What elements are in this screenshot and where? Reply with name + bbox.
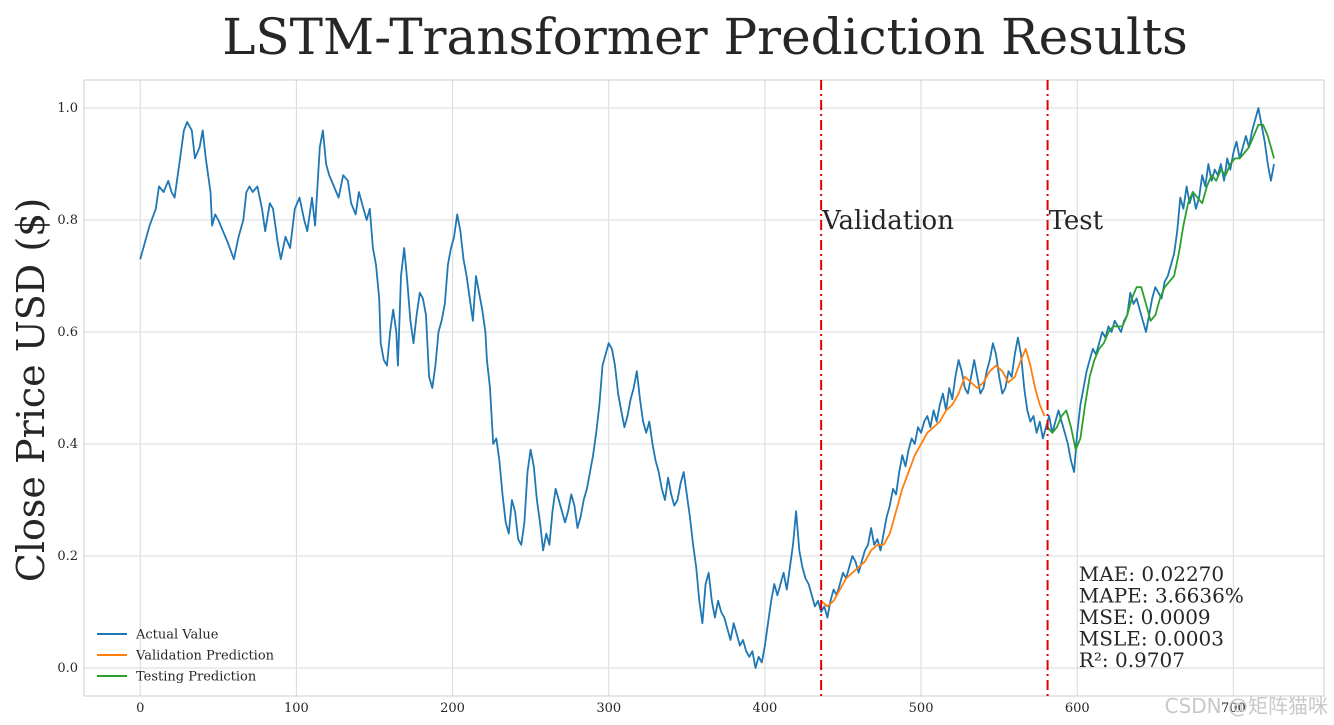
series-line-1 — [820, 347, 1046, 608]
legend-label: Actual Value — [135, 628, 219, 643]
metric-line: MSLE: 0.0003 — [1079, 627, 1224, 651]
chart-title: LSTM-Transformer Prediction Results — [222, 8, 1188, 66]
series-layer — [139, 107, 1275, 669]
metric-line: MAE: 0.02270 — [1079, 562, 1224, 586]
watermark-text: CSDN @矩阵猫咪 — [1164, 694, 1328, 718]
y-tick-label: 0.0 — [57, 661, 78, 676]
split-label-0: Validation — [821, 206, 954, 236]
metric-line: MAPE: 3.6636% — [1079, 584, 1244, 608]
metric-line: R²: 0.9707 — [1079, 648, 1185, 672]
series-line-0 — [139, 107, 1275, 669]
legend-label: Validation Prediction — [135, 649, 275, 664]
x-tick-label: 400 — [752, 701, 777, 716]
x-tick-label: 300 — [596, 701, 621, 716]
y-tick-label: 1.0 — [57, 101, 78, 116]
y-tick-label: 0.2 — [57, 549, 78, 564]
x-axis-ticks: 0 100 200 300 400 500 600 700 — [136, 701, 1246, 716]
metric-line: MSE: 0.0009 — [1079, 605, 1211, 629]
y-tick-label: 0.6 — [57, 325, 78, 340]
x-tick-label: 100 — [284, 701, 309, 716]
y-tick-label: 0.4 — [57, 437, 78, 452]
legend-label: Testing Prediction — [136, 670, 257, 685]
grid-lines — [84, 80, 1324, 696]
y-tick-label: 0.8 — [57, 213, 78, 228]
split-markers: Validation Test — [820, 80, 1104, 696]
legend: Actual Value Validation Prediction Testing… — [97, 628, 275, 685]
x-tick-label: 700 — [1221, 701, 1246, 716]
x-tick-label: 600 — [1065, 701, 1090, 716]
x-tick-label: 200 — [440, 701, 465, 716]
y-axis-label: Close Price USD ($) — [9, 198, 53, 582]
split-label-1: Test — [1049, 206, 1104, 236]
x-tick-label: 500 — [909, 701, 934, 716]
y-axis-ticks: 0.0 0.2 0.4 0.6 0.8 1.0 — [57, 101, 78, 676]
x-tick-label: 0 — [136, 701, 144, 716]
series-line-2 — [1046, 123, 1275, 451]
plot-frame — [83, 79, 1325, 697]
